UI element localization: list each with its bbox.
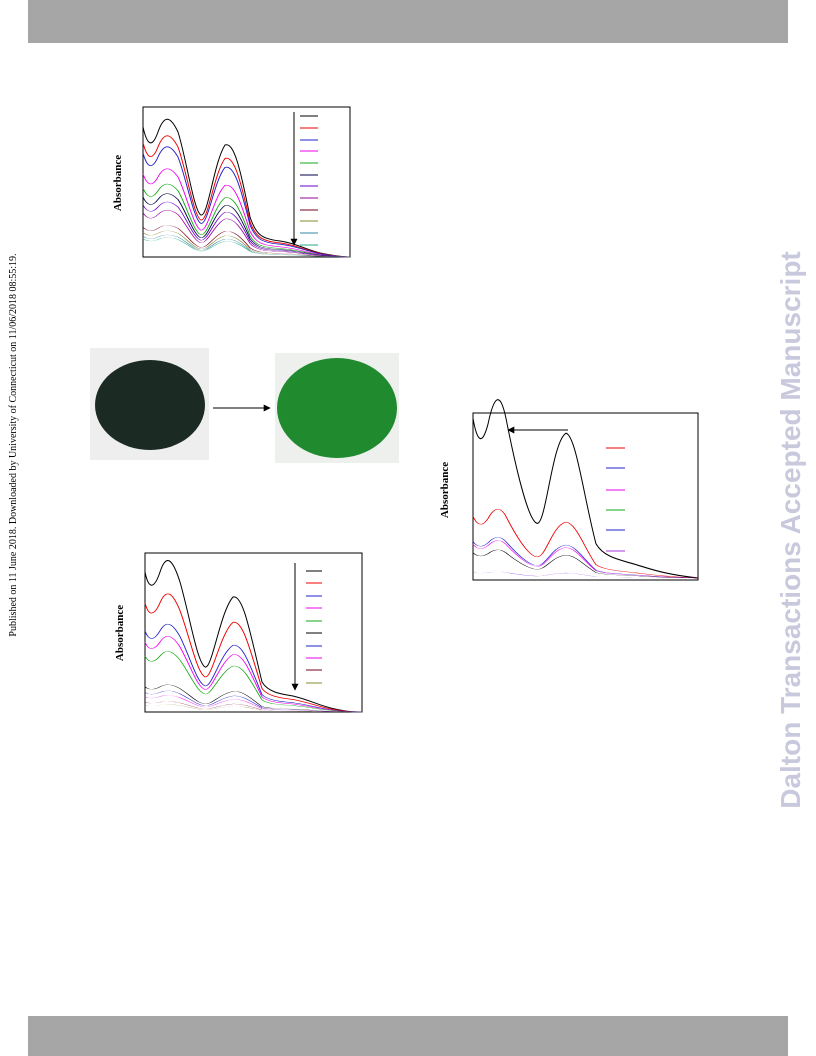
watermark: Dalton Transactions Accepted Manuscript: [775, 251, 806, 809]
figure-2: Absorbance: [114, 552, 363, 713]
header-bar: [28, 0, 788, 43]
footer-bar: [28, 1016, 788, 1056]
photos: [90, 348, 399, 463]
y-label: Absorbance: [112, 155, 124, 211]
figure-1: Absorbance: [112, 106, 351, 258]
figure-3: Absorbance: [439, 399, 699, 581]
side-note: Published on 11 June 2018. Downloaded by…: [8, 253, 19, 636]
y-label: Absorbance: [439, 462, 451, 518]
y-label: Absorbance: [114, 605, 126, 661]
